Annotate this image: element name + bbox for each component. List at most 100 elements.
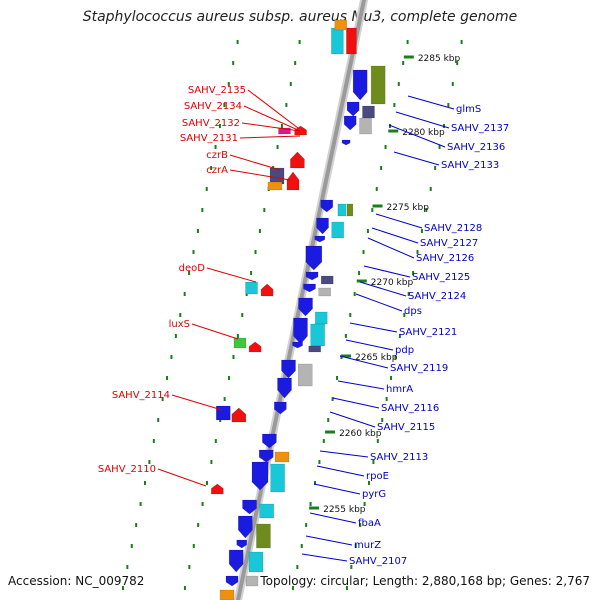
guide-dot <box>438 145 441 149</box>
leader-line <box>329 411 376 428</box>
guide-dot <box>372 460 375 464</box>
gene-label-sahv_2128: SAHV_2128 <box>424 223 482 234</box>
gene-box <box>245 281 258 295</box>
guide-dot <box>183 586 186 590</box>
guide-dot <box>135 523 138 527</box>
guide-dot <box>393 103 396 107</box>
gene-box <box>233 337 247 349</box>
guide-dot <box>205 481 208 485</box>
guide-dot <box>429 187 432 191</box>
gene-box <box>215 405 231 421</box>
guide-dot <box>218 124 221 128</box>
guide-dot <box>250 271 253 275</box>
gene-box <box>219 589 235 600</box>
leader-line <box>206 267 257 283</box>
guide-dot <box>406 40 409 44</box>
guide-dot <box>188 565 191 569</box>
gene-label-sahv_2110: SAHV_2110 <box>98 464 156 475</box>
gene-arrow-forward <box>231 407 247 423</box>
gene-box <box>259 503 274 519</box>
guide-dot <box>201 502 204 506</box>
guide-dot <box>152 439 155 443</box>
guide-dot <box>398 334 401 338</box>
guide-dot <box>214 439 217 443</box>
gene-box <box>256 523 271 549</box>
gene-box <box>267 181 283 191</box>
guide-dot <box>241 313 244 317</box>
guide-dot <box>126 565 129 569</box>
gene-arrow-reverse <box>314 235 326 243</box>
guide-dot <box>313 481 316 485</box>
guide-dot <box>376 439 379 443</box>
gene-label-sahv_2113: SAHV_2113 <box>370 452 428 463</box>
guide-dot <box>139 502 142 506</box>
guide-dot <box>210 460 213 464</box>
gene-label-czra: czrA <box>206 165 228 176</box>
gene-label-sahv_2125: SAHV_2125 <box>412 272 470 283</box>
gene-arrow-reverse <box>228 549 244 573</box>
gene-box <box>337 203 347 217</box>
guide-dot <box>192 250 195 254</box>
gene-label-sahv_2115: SAHV_2115 <box>377 422 435 433</box>
genome-summary-text: Topology: circular; Length: 2,880,168 bp… <box>260 574 590 588</box>
gene-box <box>248 551 264 573</box>
gene-label-deod: deoD <box>179 263 206 274</box>
guide-dot <box>375 187 378 191</box>
gene-arrow-reverse <box>238 515 253 539</box>
guide-dot <box>170 355 173 359</box>
leader-line <box>171 394 223 411</box>
guide-dot <box>294 61 297 65</box>
guide-dot <box>318 460 321 464</box>
guide-dot <box>289 82 292 86</box>
gene-box <box>278 127 291 135</box>
leader-line <box>309 512 357 524</box>
guide-dot <box>254 250 257 254</box>
guide-dot <box>205 187 208 191</box>
gene-label-pyrg: pyrG <box>362 489 386 500</box>
guide-dot <box>300 544 303 548</box>
guide-dot <box>367 481 370 485</box>
gene-label-sahv_2135: SAHV_2135 <box>188 85 246 96</box>
leader-line <box>301 553 348 562</box>
gene-label-luxs: luxS <box>169 319 190 330</box>
guide-dot <box>460 40 463 44</box>
guide-dot <box>130 544 133 548</box>
guide-dot <box>362 250 365 254</box>
guide-dot <box>214 145 217 149</box>
guide-dot <box>298 40 301 44</box>
genome-title: Staphylococcus aureus subsp. aureus Mu3,… <box>82 9 518 25</box>
guide-dot <box>366 229 369 233</box>
gene-label-sahv_2131: SAHV_2131 <box>180 133 238 144</box>
guide-dot <box>232 61 235 65</box>
leader-line <box>305 535 353 546</box>
gene-arrow-reverse <box>251 461 269 491</box>
leader-line <box>355 293 403 312</box>
gene-arrow-reverse <box>305 271 319 281</box>
gene-box <box>331 221 345 239</box>
gene-box <box>297 363 313 387</box>
guide-dot <box>223 397 226 401</box>
guide-dot <box>394 355 397 359</box>
guide-dot <box>407 292 410 296</box>
guide-dot <box>390 376 393 380</box>
guide-dot <box>210 166 213 170</box>
leader-line <box>363 265 411 278</box>
kbp-label: 2285 kbp <box>418 54 461 64</box>
guide-dot <box>402 61 405 65</box>
gene-arrow-forward <box>260 283 274 297</box>
gene-arrow-reverse <box>262 433 277 449</box>
guide-dot <box>358 271 361 275</box>
guide-dot <box>412 271 415 275</box>
gene-label-dps: dps <box>404 306 422 317</box>
gene-arrow-reverse <box>236 539 248 549</box>
gene-arrow-reverse <box>343 115 357 131</box>
leader-line <box>332 397 380 409</box>
gene-label-fbaa: fbaA <box>358 518 381 529</box>
gene-arrow-reverse <box>292 341 303 349</box>
gene-box <box>334 19 348 31</box>
leader-line <box>319 450 369 458</box>
guide-dot <box>232 355 235 359</box>
gene-label-sahv_2132: SAHV_2132 <box>182 118 240 129</box>
